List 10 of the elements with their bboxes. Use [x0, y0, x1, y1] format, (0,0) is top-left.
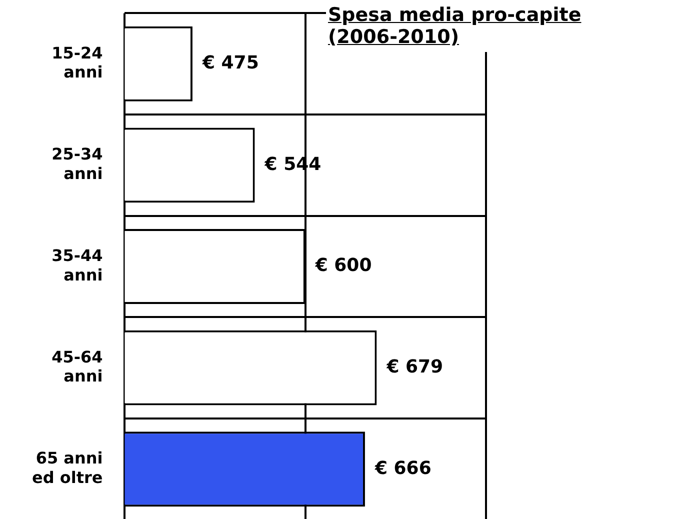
y-tick-label: 45-64 anni: [52, 347, 103, 386]
data-label: € 600: [314, 255, 372, 276]
data-label: € 475: [201, 52, 259, 74]
y-tick-label: 35-44 anni: [52, 246, 103, 284]
data-label: € 679: [386, 356, 444, 378]
data-label: € 666: [374, 458, 432, 479]
y-tick-label: 65 anni ed oltre: [32, 448, 103, 487]
chart-title: Spesa media pro-capite (2006-2010): [326, 4, 615, 52]
y-tick-label: 25-34 anni: [52, 144, 103, 183]
y-tick-label: 15-24 anni: [52, 43, 103, 82]
